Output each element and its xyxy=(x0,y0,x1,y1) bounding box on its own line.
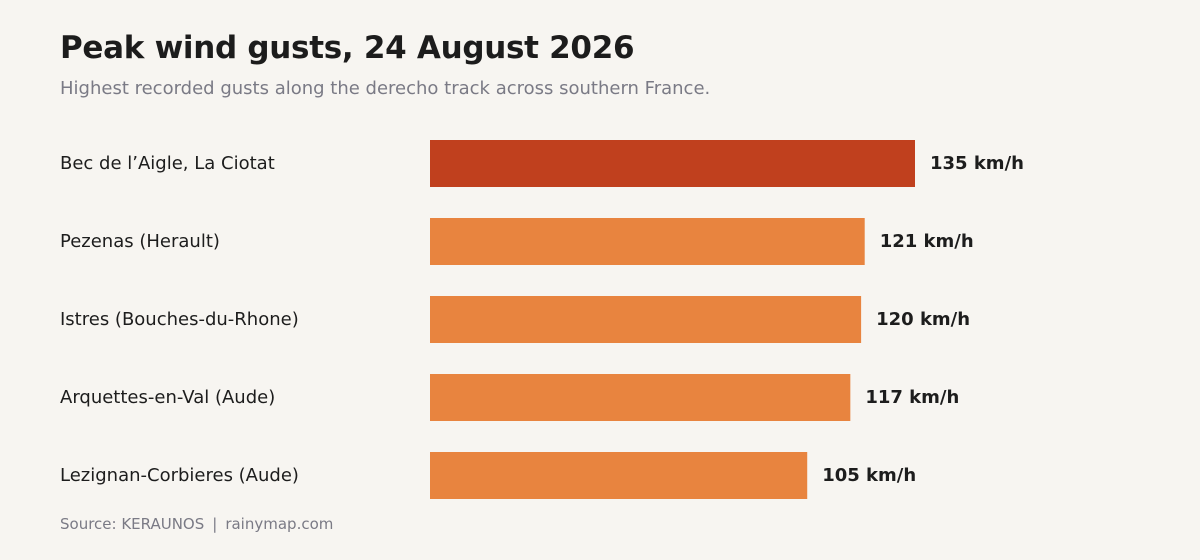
value-label: 135 km/h xyxy=(930,153,1024,174)
bar xyxy=(430,140,915,187)
category-label: Istres (Bouches-du-Rhone) xyxy=(60,309,299,330)
category-label: Pezenas (Herault) xyxy=(60,231,220,252)
bar xyxy=(430,452,808,499)
bar xyxy=(430,296,862,343)
bar xyxy=(430,374,851,421)
category-label: Bec de l’Aigle, La Ciotat xyxy=(60,153,275,174)
chart-title: Peak wind gusts, 24 August 2026 xyxy=(60,30,635,66)
source-site: rainymap.com xyxy=(225,515,334,533)
category-label: Arquettes-en-Val (Aude) xyxy=(60,387,275,408)
category-label: Lezignan-Corbieres (Aude) xyxy=(60,465,299,486)
value-label: 120 km/h xyxy=(876,309,970,330)
chart-subtitle: Highest recorded gusts along the derecho… xyxy=(60,78,711,99)
bar xyxy=(430,218,865,265)
value-label: 105 km/h xyxy=(822,465,916,486)
source-note: Source: KERAUNOS | rainymap.com xyxy=(60,515,333,533)
value-label: 117 km/h xyxy=(865,387,959,408)
value-label: 121 km/h xyxy=(880,231,974,252)
source-label: Source: KERAUNOS xyxy=(60,515,205,533)
source-separator: | xyxy=(212,515,218,533)
